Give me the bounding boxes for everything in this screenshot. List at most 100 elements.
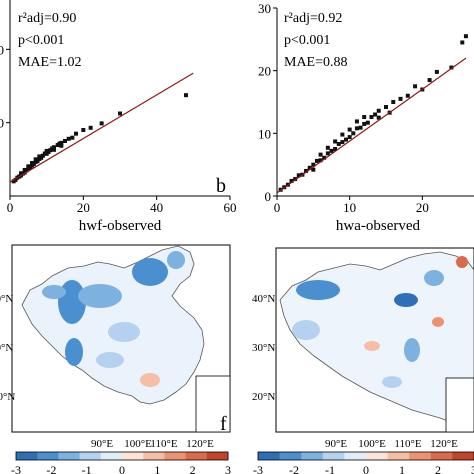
hwa-data-point	[460, 40, 465, 45]
map-left-blob-3	[78, 284, 122, 308]
left-colorbar-segment	[164, 452, 186, 460]
hwa-y-tick-label: 0	[265, 189, 272, 204]
hwf-x-tick-label: 60	[224, 200, 237, 215]
right-colorbar-tick-label: 1	[399, 463, 405, 474]
map-left-blob-4	[132, 258, 168, 286]
map-right-blob-3	[424, 270, 444, 286]
map-right-blob-9	[382, 376, 402, 388]
hwa-data-point	[354, 119, 359, 124]
hwf-x-tick-label: 0	[7, 200, 14, 215]
hwa-data-point	[296, 173, 301, 178]
hwf-data-point	[63, 139, 67, 143]
hwa-data-point	[362, 115, 367, 120]
hwa-data-point	[405, 93, 410, 98]
hwa-data-point	[434, 69, 439, 74]
lon-label-90E-right: 90°E	[325, 438, 347, 450]
hwf-x-tick-label: 40	[150, 200, 163, 215]
hwa-data-point	[373, 112, 378, 117]
right-colorbar-segment	[387, 452, 410, 460]
hwf-data-point	[41, 153, 45, 158]
right-colorbar-segment	[301, 452, 324, 460]
hwf-data-point	[59, 140, 64, 145]
hwa-data-point	[398, 96, 403, 101]
lon-label-100E: 100°E	[124, 438, 152, 450]
hwa-x-label: hwa-observed	[336, 218, 421, 234]
hwa-data-point	[333, 139, 338, 144]
left-colorbar-segment	[100, 452, 123, 460]
map-left-blob-8	[140, 373, 160, 387]
hwa-data-point	[336, 141, 341, 146]
hwa-x-tick-label: 10	[343, 200, 356, 215]
lon-label-120E: 120°E	[186, 438, 214, 450]
map-right-blob-5	[404, 338, 420, 362]
hwa-data-point	[293, 177, 298, 182]
hwa-data-point	[347, 135, 352, 140]
hwa-data-point	[311, 162, 316, 167]
right-colorbar-segment	[452, 452, 474, 460]
hwf-data-point	[59, 143, 64, 148]
map-right-blob-1	[296, 280, 340, 300]
right-colorbar-frame	[257, 451, 474, 461]
left-colorbar-tick-label: 2	[190, 463, 196, 474]
map-right-lat-label-1: 40°N	[252, 293, 275, 305]
hwa-data-point	[358, 125, 363, 130]
hwf-data-point	[22, 170, 27, 175]
hwf-points	[11, 93, 188, 184]
hwf-data-point	[74, 131, 78, 136]
hwa-x-ticks: 0 10 20	[274, 196, 429, 215]
hwa-data-point	[311, 167, 316, 172]
hwa-x-tick-label: 0	[274, 200, 281, 215]
left-colorbar-tick-label: 3	[225, 463, 231, 474]
hwf-data-point	[13, 177, 18, 182]
hwa-data-point	[340, 132, 345, 137]
left-colorbar-segment	[16, 452, 38, 460]
left-colorbar-tick-label: -2	[46, 463, 56, 474]
hwa-stat-mae: MAE=0.88	[284, 55, 348, 70]
hwf-data-point	[118, 111, 122, 116]
hwf-data-point	[99, 121, 104, 126]
hwa-data-point	[376, 108, 381, 113]
map-right-lat-label-2: 30°N	[252, 342, 275, 354]
colorbar-left	[15, 451, 229, 461]
hwa-data-point	[347, 127, 352, 132]
left-colorbar-tick-label: 0	[119, 463, 125, 474]
map-right-blob-2	[394, 293, 418, 307]
right-colorbar-tick-label: 0	[363, 463, 369, 474]
left-colorbar-segment	[79, 452, 102, 460]
hwa-y-tick-label: 30	[258, 1, 271, 16]
right-colorbar-segment	[430, 452, 453, 460]
hwa-y-ticks: 0 10 20 30	[258, 1, 277, 204]
map-panel-letter: f	[220, 413, 227, 435]
hwa-stat-r2: r²adj=0.92	[284, 11, 342, 26]
map-right-inset	[445, 377, 474, 433]
right-colorbar-tick-label: -3	[253, 463, 263, 474]
hwf-panel-letter: b	[216, 175, 226, 197]
hwa-data-point	[289, 178, 294, 183]
hwa-y-tick-label: 10	[258, 126, 271, 141]
hwa-data-point	[325, 145, 330, 150]
lon-label-90E: 90°E	[91, 438, 113, 450]
hwa-data-point	[322, 155, 327, 160]
hwf-fit-line	[9, 72, 194, 183]
right-colorbar-tick-label: -2	[289, 463, 299, 474]
hwf-y-tick-label: 20	[0, 116, 4, 131]
map-left-lat-label-3: 20°N	[0, 391, 15, 403]
map-left-blob-5	[167, 251, 185, 269]
hwa-fit-line	[276, 57, 467, 194]
hwf-stat-mae: MAE=1.02	[18, 55, 82, 70]
hwf-data-point	[39, 155, 44, 160]
hwf-data-point	[31, 162, 36, 167]
lon-label-100E-right: 100°E	[358, 438, 386, 450]
map-right-blob-6	[432, 317, 444, 327]
map-right-lat-label-3: 20°N	[252, 391, 275, 403]
hwf-x-tick-label: 20	[77, 200, 90, 215]
right-colorbar-tick-label: 3	[471, 463, 474, 474]
hwa-data-point	[344, 137, 349, 142]
lon-label-120E-right: 120°E	[430, 438, 458, 450]
right-colorbar-segment	[258, 452, 280, 460]
hwa-data-point	[365, 120, 370, 125]
left-colorbar-segment	[122, 452, 144, 460]
